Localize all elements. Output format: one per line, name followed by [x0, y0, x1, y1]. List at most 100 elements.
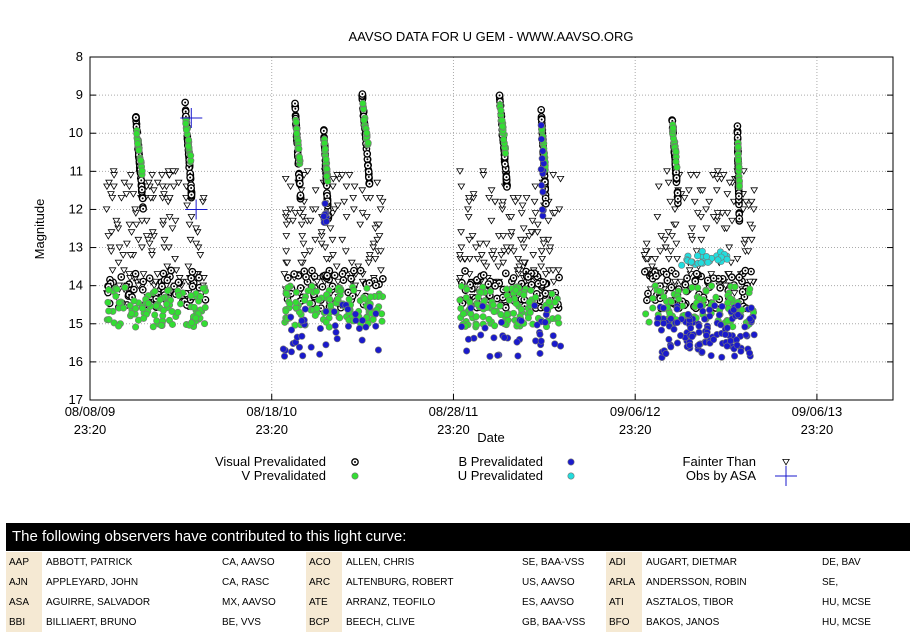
band-point: [105, 316, 113, 324]
band-point: [662, 350, 670, 358]
band-point: [352, 310, 360, 318]
band-point: [192, 314, 200, 322]
visual-point-dot: [373, 279, 376, 282]
x-tick-label: 09/06/12: [610, 404, 661, 419]
band-point: [472, 313, 480, 321]
fainter-than-point: [149, 187, 158, 194]
band-point: [152, 302, 160, 310]
visual-point-dot: [366, 164, 369, 167]
visual-point-dot: [342, 279, 345, 282]
band-point: [322, 307, 330, 315]
visual-point-dot: [311, 269, 314, 272]
visual-point-dot: [350, 277, 353, 280]
fainter-than-point: [728, 217, 736, 225]
visual-point-dot: [741, 280, 744, 283]
band-point: [298, 332, 306, 340]
observer-name: ABBOTT, PATRICK: [46, 556, 133, 568]
visual-point-dot: [674, 272, 677, 275]
visual-point-dot: [530, 283, 533, 286]
visual-point-dot: [368, 282, 371, 285]
fainter-than-point: [719, 172, 728, 179]
observer-entry: BBI BILLIAERT, BRUNO BE, VVS: [6, 612, 306, 632]
fainter-than-point: [358, 187, 367, 194]
fainter-than-point: [160, 236, 169, 244]
fainter-than-point: [670, 278, 679, 286]
band-point: [669, 124, 677, 132]
fainter-than-point: [138, 244, 146, 252]
y-tick-label: 16: [69, 354, 83, 369]
band-point: [330, 308, 338, 316]
band-point: [164, 287, 172, 295]
visual-point-dot: [487, 283, 490, 286]
band-point: [721, 331, 729, 339]
fainter-than-point: [646, 286, 655, 294]
band-point: [489, 301, 497, 309]
visual-point-dot: [544, 202, 547, 205]
band-point: [466, 298, 474, 306]
fainter-than-point: [519, 244, 528, 252]
visual-point-dot: [184, 101, 187, 104]
fainter-than-point: [321, 244, 330, 252]
fainter-than-point: [488, 252, 496, 259]
visual-point-dot: [341, 272, 344, 275]
fainter-than-point: [702, 225, 711, 233]
fainter-than-point: [114, 225, 123, 233]
visual-point-dot: [675, 176, 678, 179]
band-point: [477, 331, 485, 339]
fainter-than-point: [499, 259, 508, 267]
fainter-than-point: [110, 172, 118, 179]
visual-point-dot: [736, 125, 739, 128]
band-point: [554, 314, 562, 322]
fainter-than-point: [509, 195, 518, 202]
fainter-than-point: [741, 236, 749, 244]
band-point: [287, 348, 295, 356]
fainter-than-point: [499, 198, 507, 206]
fainter-than-point: [342, 183, 351, 191]
visual-point-dot: [505, 185, 508, 188]
visual-point-dot: [695, 272, 698, 275]
band-point: [678, 261, 686, 269]
band-point: [537, 121, 545, 129]
fainter-than-point: [117, 195, 126, 202]
band-point: [702, 287, 710, 295]
band-point: [675, 295, 683, 303]
fainter-than-point: [362, 214, 371, 221]
band-point: [301, 296, 309, 304]
visual-point-dot: [670, 286, 673, 289]
band-point: [538, 206, 546, 214]
band-point: [456, 296, 464, 304]
band-point: [490, 308, 498, 316]
fainter-than-point: [148, 229, 157, 236]
band-point: [363, 284, 371, 292]
band-point: [350, 286, 358, 294]
band-point: [536, 349, 544, 357]
band-point: [458, 323, 466, 331]
x-tick-label: 08/18/10: [246, 404, 297, 419]
fainter-than-point: [713, 175, 722, 183]
fainter-than-point: [144, 179, 153, 187]
fainter-than-point: [705, 198, 714, 206]
fainter-than-point: [328, 183, 337, 191]
observer-name: ANDERSSON, ROBIN: [646, 576, 747, 588]
fainter-than-point: [555, 206, 564, 214]
observer-entry: ARC ALTENBURG, ROBERT US, AAVSO: [306, 572, 606, 592]
fainter-than-point: [338, 236, 347, 244]
band-point: [532, 293, 540, 301]
visual-point-dot: [361, 93, 364, 96]
fainter-than-point: [112, 217, 121, 225]
fainter-than-point: [105, 179, 113, 187]
fainter-than-point: [651, 255, 660, 263]
band-point: [517, 305, 525, 313]
x-tick-label: 23:20: [255, 422, 288, 437]
fainter-than-point: [530, 198, 539, 206]
x-tick-label: 09/06/13: [792, 404, 843, 419]
legend-label: Visual Prevalidated: [215, 454, 326, 469]
fainter-than-point: [183, 202, 192, 210]
fainter-than-point: [158, 183, 167, 191]
band-point: [657, 326, 665, 334]
fainter-than-point: [672, 240, 681, 248]
fainter-than-point: [342, 214, 351, 221]
band-point: [479, 313, 487, 321]
fainter-than-point: [725, 179, 734, 187]
band-point: [697, 259, 705, 267]
